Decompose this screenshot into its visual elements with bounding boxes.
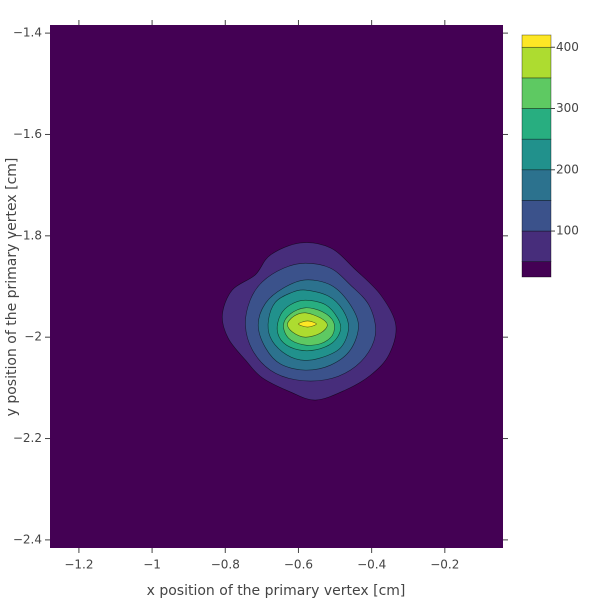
x-tick-label: −0.2 <box>430 558 459 572</box>
colorbar-tick-label: 200 <box>556 162 579 176</box>
contour-region <box>298 320 317 328</box>
x-tick-label: −0.8 <box>211 558 240 572</box>
colorbar-band <box>521 46 552 79</box>
colorbar-band <box>521 230 552 262</box>
colorbar-tick-label: 300 <box>556 101 579 115</box>
colorbar-tick-label: 400 <box>556 40 579 54</box>
colorbar-tick-label: 100 <box>556 224 579 238</box>
y-tick-label: −2 <box>24 330 42 344</box>
y-tick-label: −1.4 <box>13 26 42 40</box>
x-tick-label: −0.6 <box>284 558 313 572</box>
colorbar-band <box>521 108 552 140</box>
x-tick-label: −0.4 <box>357 558 386 572</box>
colorbar-band <box>521 77 552 109</box>
y-tick-label: −1.8 <box>13 228 42 242</box>
y-axis-title: y position of the primary vertex [cm] <box>4 158 20 417</box>
x-tick-label: −1 <box>143 558 161 572</box>
colorbar-band <box>521 169 552 201</box>
x-tick-label: −1.2 <box>64 558 93 572</box>
x-axis-title: x position of the primary vertex [cm] <box>147 583 406 599</box>
y-tick-label: −1.6 <box>13 127 42 141</box>
y-tick-label: −2.2 <box>13 431 42 445</box>
colorbar-band <box>521 200 552 232</box>
colorbar-band <box>521 261 552 278</box>
colorbar-band <box>521 138 552 171</box>
colorbar-band <box>521 34 552 48</box>
y-tick-label: −2.4 <box>13 532 42 546</box>
